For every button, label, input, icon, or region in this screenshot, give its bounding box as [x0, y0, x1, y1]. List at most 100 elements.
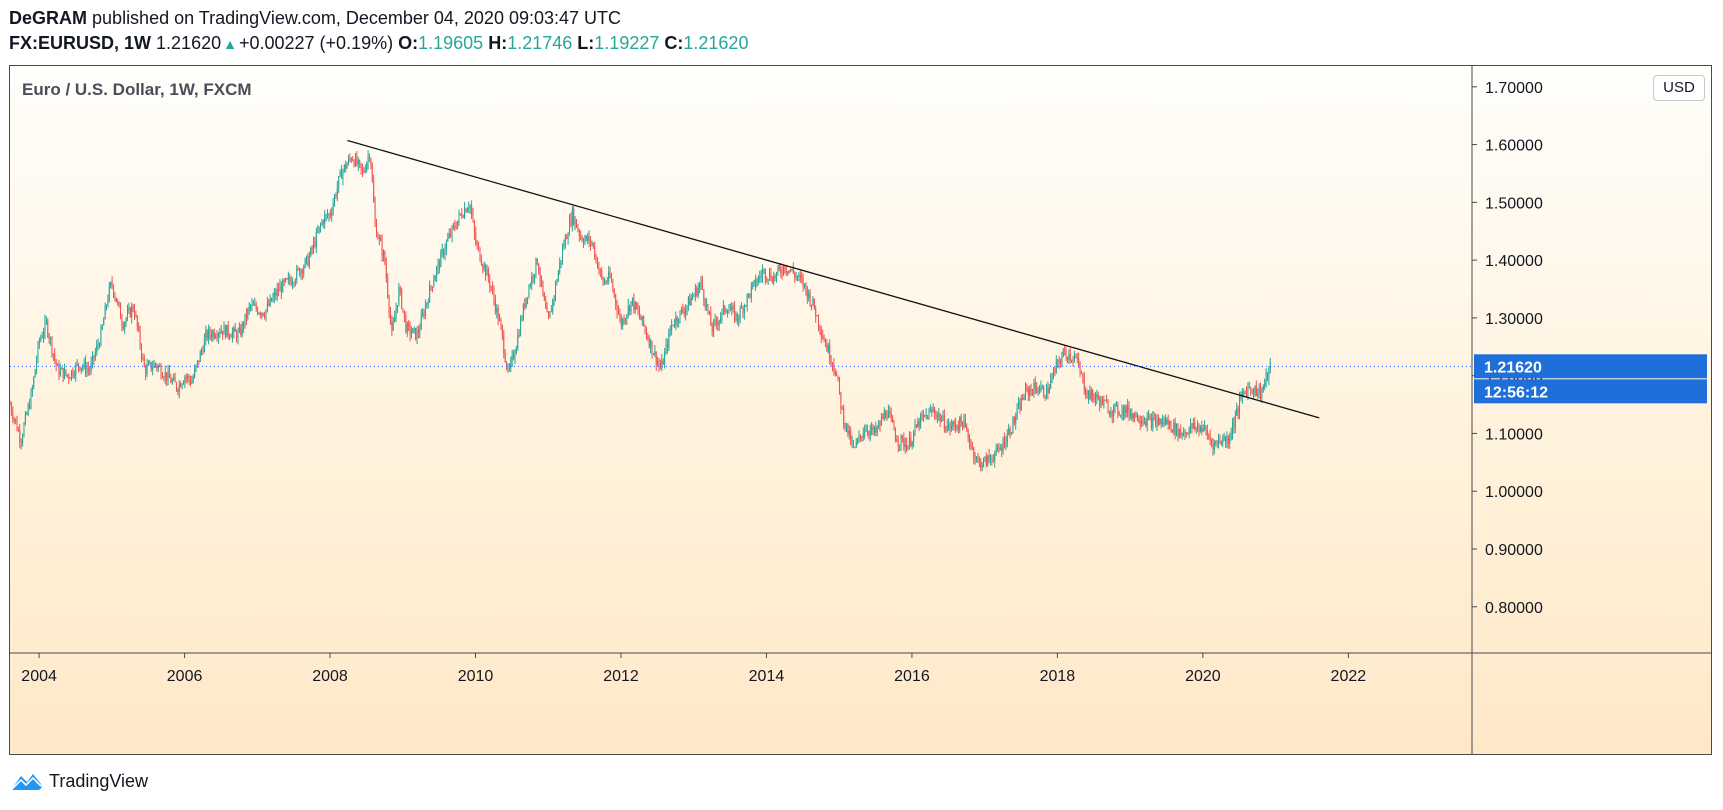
candle-up [41, 337, 43, 339]
candle-down [375, 223, 377, 237]
candle-up [762, 270, 764, 277]
published-text: published on TradingView.com, December 0… [92, 8, 622, 28]
candle-down [546, 308, 548, 313]
candle-up [354, 156, 356, 166]
candle-up [1040, 387, 1042, 392]
chart-header: DeGRAM published on TradingView.com, Dec… [9, 6, 748, 56]
candle-up [1268, 367, 1270, 379]
candle-down [973, 447, 975, 458]
candle-up [1163, 419, 1165, 422]
candle-up [845, 423, 847, 427]
candle-down [1076, 357, 1078, 359]
candle-down [927, 414, 929, 420]
candle-down [206, 331, 208, 339]
candle-up [746, 294, 748, 306]
candle-down [327, 214, 329, 216]
candle-up [1226, 437, 1228, 442]
candle-down [636, 302, 638, 309]
candle-up [208, 329, 210, 339]
candle-down [262, 313, 264, 316]
candle-up [687, 297, 689, 306]
candle-down [850, 430, 852, 443]
candle-down [381, 240, 383, 256]
candle-down [894, 430, 896, 439]
candle-up [308, 256, 310, 266]
candle-up [339, 170, 341, 177]
candle-down [599, 269, 601, 271]
candle-up [678, 321, 680, 323]
candle-up [94, 352, 96, 359]
x-tick-label: 2016 [894, 668, 930, 685]
candle-down [866, 429, 868, 433]
candle-up [1265, 372, 1267, 383]
chart-area[interactable]: 0.800000.900001.000001.100001.200001.300… [9, 65, 1712, 755]
candle-down [771, 279, 773, 283]
candle-down [113, 285, 115, 295]
candle-up [43, 333, 45, 338]
candle-down [953, 422, 955, 425]
candle-down [596, 258, 598, 269]
candle-down [910, 437, 912, 446]
candle-down [1142, 421, 1144, 423]
candle-up [44, 321, 46, 334]
candle-up [445, 241, 447, 250]
candle-up [1029, 389, 1031, 396]
candle-down [892, 418, 894, 422]
candle-up [1045, 388, 1047, 399]
candle-up [550, 311, 552, 313]
candle-down [461, 213, 463, 217]
candle-up [30, 391, 32, 408]
author-name[interactable]: DeGRAM [9, 8, 88, 28]
candle-down [576, 219, 578, 228]
candle-up [195, 365, 197, 370]
candle-up [1229, 438, 1231, 444]
price-chart[interactable]: 0.800000.900001.000001.100001.200001.300… [10, 66, 1712, 755]
candle-down [897, 441, 899, 446]
candle-down [581, 237, 583, 242]
candle-up [107, 299, 109, 306]
candle-up [657, 362, 659, 365]
candle-up [238, 328, 240, 332]
candle-up [680, 309, 682, 311]
candle-up [745, 305, 747, 307]
x-tick-label: 2004 [21, 668, 57, 685]
candle-down [859, 435, 861, 437]
candle-down [489, 278, 491, 287]
candle-up [759, 276, 761, 278]
candle-up [420, 315, 422, 330]
candle-up [798, 275, 800, 278]
candle-up [106, 305, 108, 307]
candle-up [857, 439, 859, 442]
candle-up [59, 369, 61, 376]
candle-down [387, 278, 389, 297]
candle-up [426, 302, 428, 306]
candle-up [1178, 429, 1180, 437]
candle-down [1243, 391, 1245, 393]
candle-up [82, 366, 84, 368]
candle-down [602, 277, 604, 285]
tradingview-footer[interactable]: TradingView [9, 770, 148, 792]
candle-down [662, 360, 664, 365]
candle-down [1083, 377, 1085, 391]
candle-down [592, 242, 594, 247]
candle-up [395, 309, 397, 318]
candle-down [770, 272, 772, 280]
candle-down [140, 345, 142, 357]
candle-down [487, 269, 489, 279]
candle-up [990, 458, 992, 460]
candle-down [732, 306, 734, 308]
candle-down [283, 279, 285, 282]
candle-up [773, 276, 775, 283]
candle-down [189, 379, 191, 384]
candle-down [299, 268, 301, 276]
candle-down [605, 281, 607, 283]
candle-up [631, 297, 633, 302]
candle-down [290, 280, 292, 285]
candle-up [1094, 397, 1096, 401]
candle-up [869, 430, 871, 435]
candle-up [950, 426, 952, 430]
currency-badge[interactable]: USD [1653, 75, 1705, 101]
candle-up [248, 305, 250, 309]
candle-down [582, 241, 584, 244]
candle-down [52, 353, 54, 355]
